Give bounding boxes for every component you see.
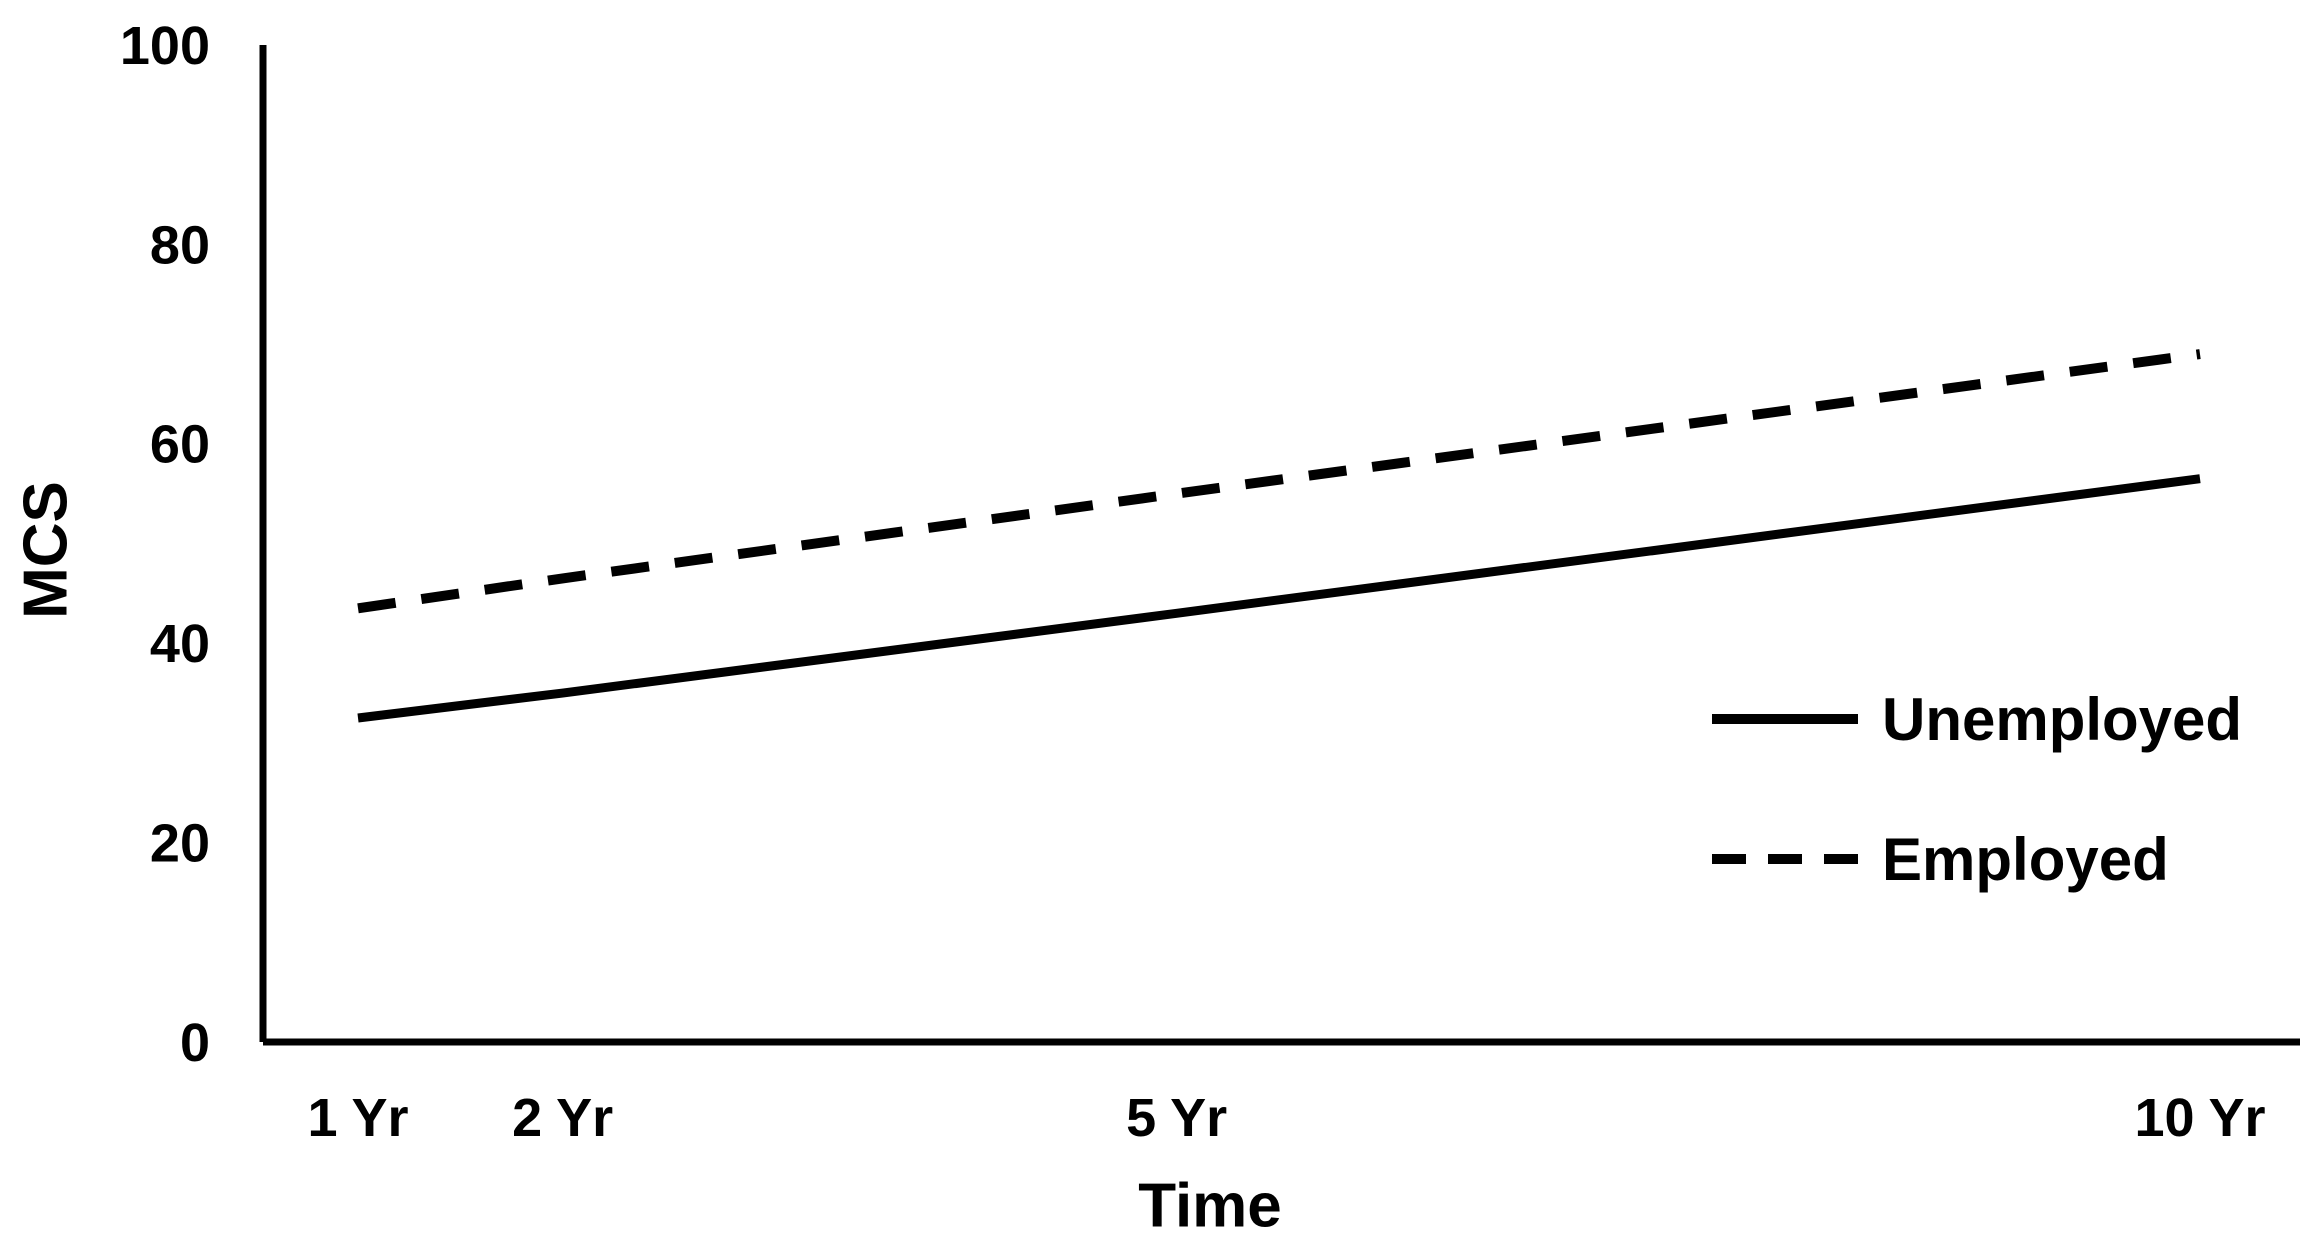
y-axis-tick-labels: 0 20 40 60 80 100 (120, 16, 210, 1073)
x-tick-label: 10 Yr (2134, 1088, 2265, 1148)
legend-item-unemployed: Unemployed (1712, 686, 2242, 753)
legend-label-unemployed: Unemployed (1882, 686, 2242, 753)
y-tick-label: 40 (150, 614, 210, 674)
y-tick-label: 0 (180, 1013, 210, 1073)
y-tick-label: 20 (150, 814, 210, 874)
data-series-lines (357, 349, 2201, 723)
legend-item-employed: Employed (1712, 826, 2169, 893)
x-tick-label: 5 Yr (1126, 1088, 1227, 1148)
series-line-employed (357, 349, 2201, 614)
legend-label-employed: Employed (1882, 826, 2169, 893)
series-line-unemployed (357, 474, 2201, 723)
y-tick-label: 80 (150, 215, 210, 275)
y-tick-label: 60 (150, 415, 210, 475)
x-tick-label: 2 Yr (512, 1088, 613, 1148)
y-tick-label: 100 (120, 16, 210, 76)
x-tick-label: 1 Yr (307, 1088, 408, 1148)
y-axis-title: MCS (12, 481, 81, 619)
x-axis-tick-labels: 1 Yr 2 Yr 5 Yr 10 Yr (307, 1088, 2265, 1148)
legend: Unemployed Employed (1712, 686, 2242, 893)
x-axis-title: Time (1138, 1172, 1282, 1241)
